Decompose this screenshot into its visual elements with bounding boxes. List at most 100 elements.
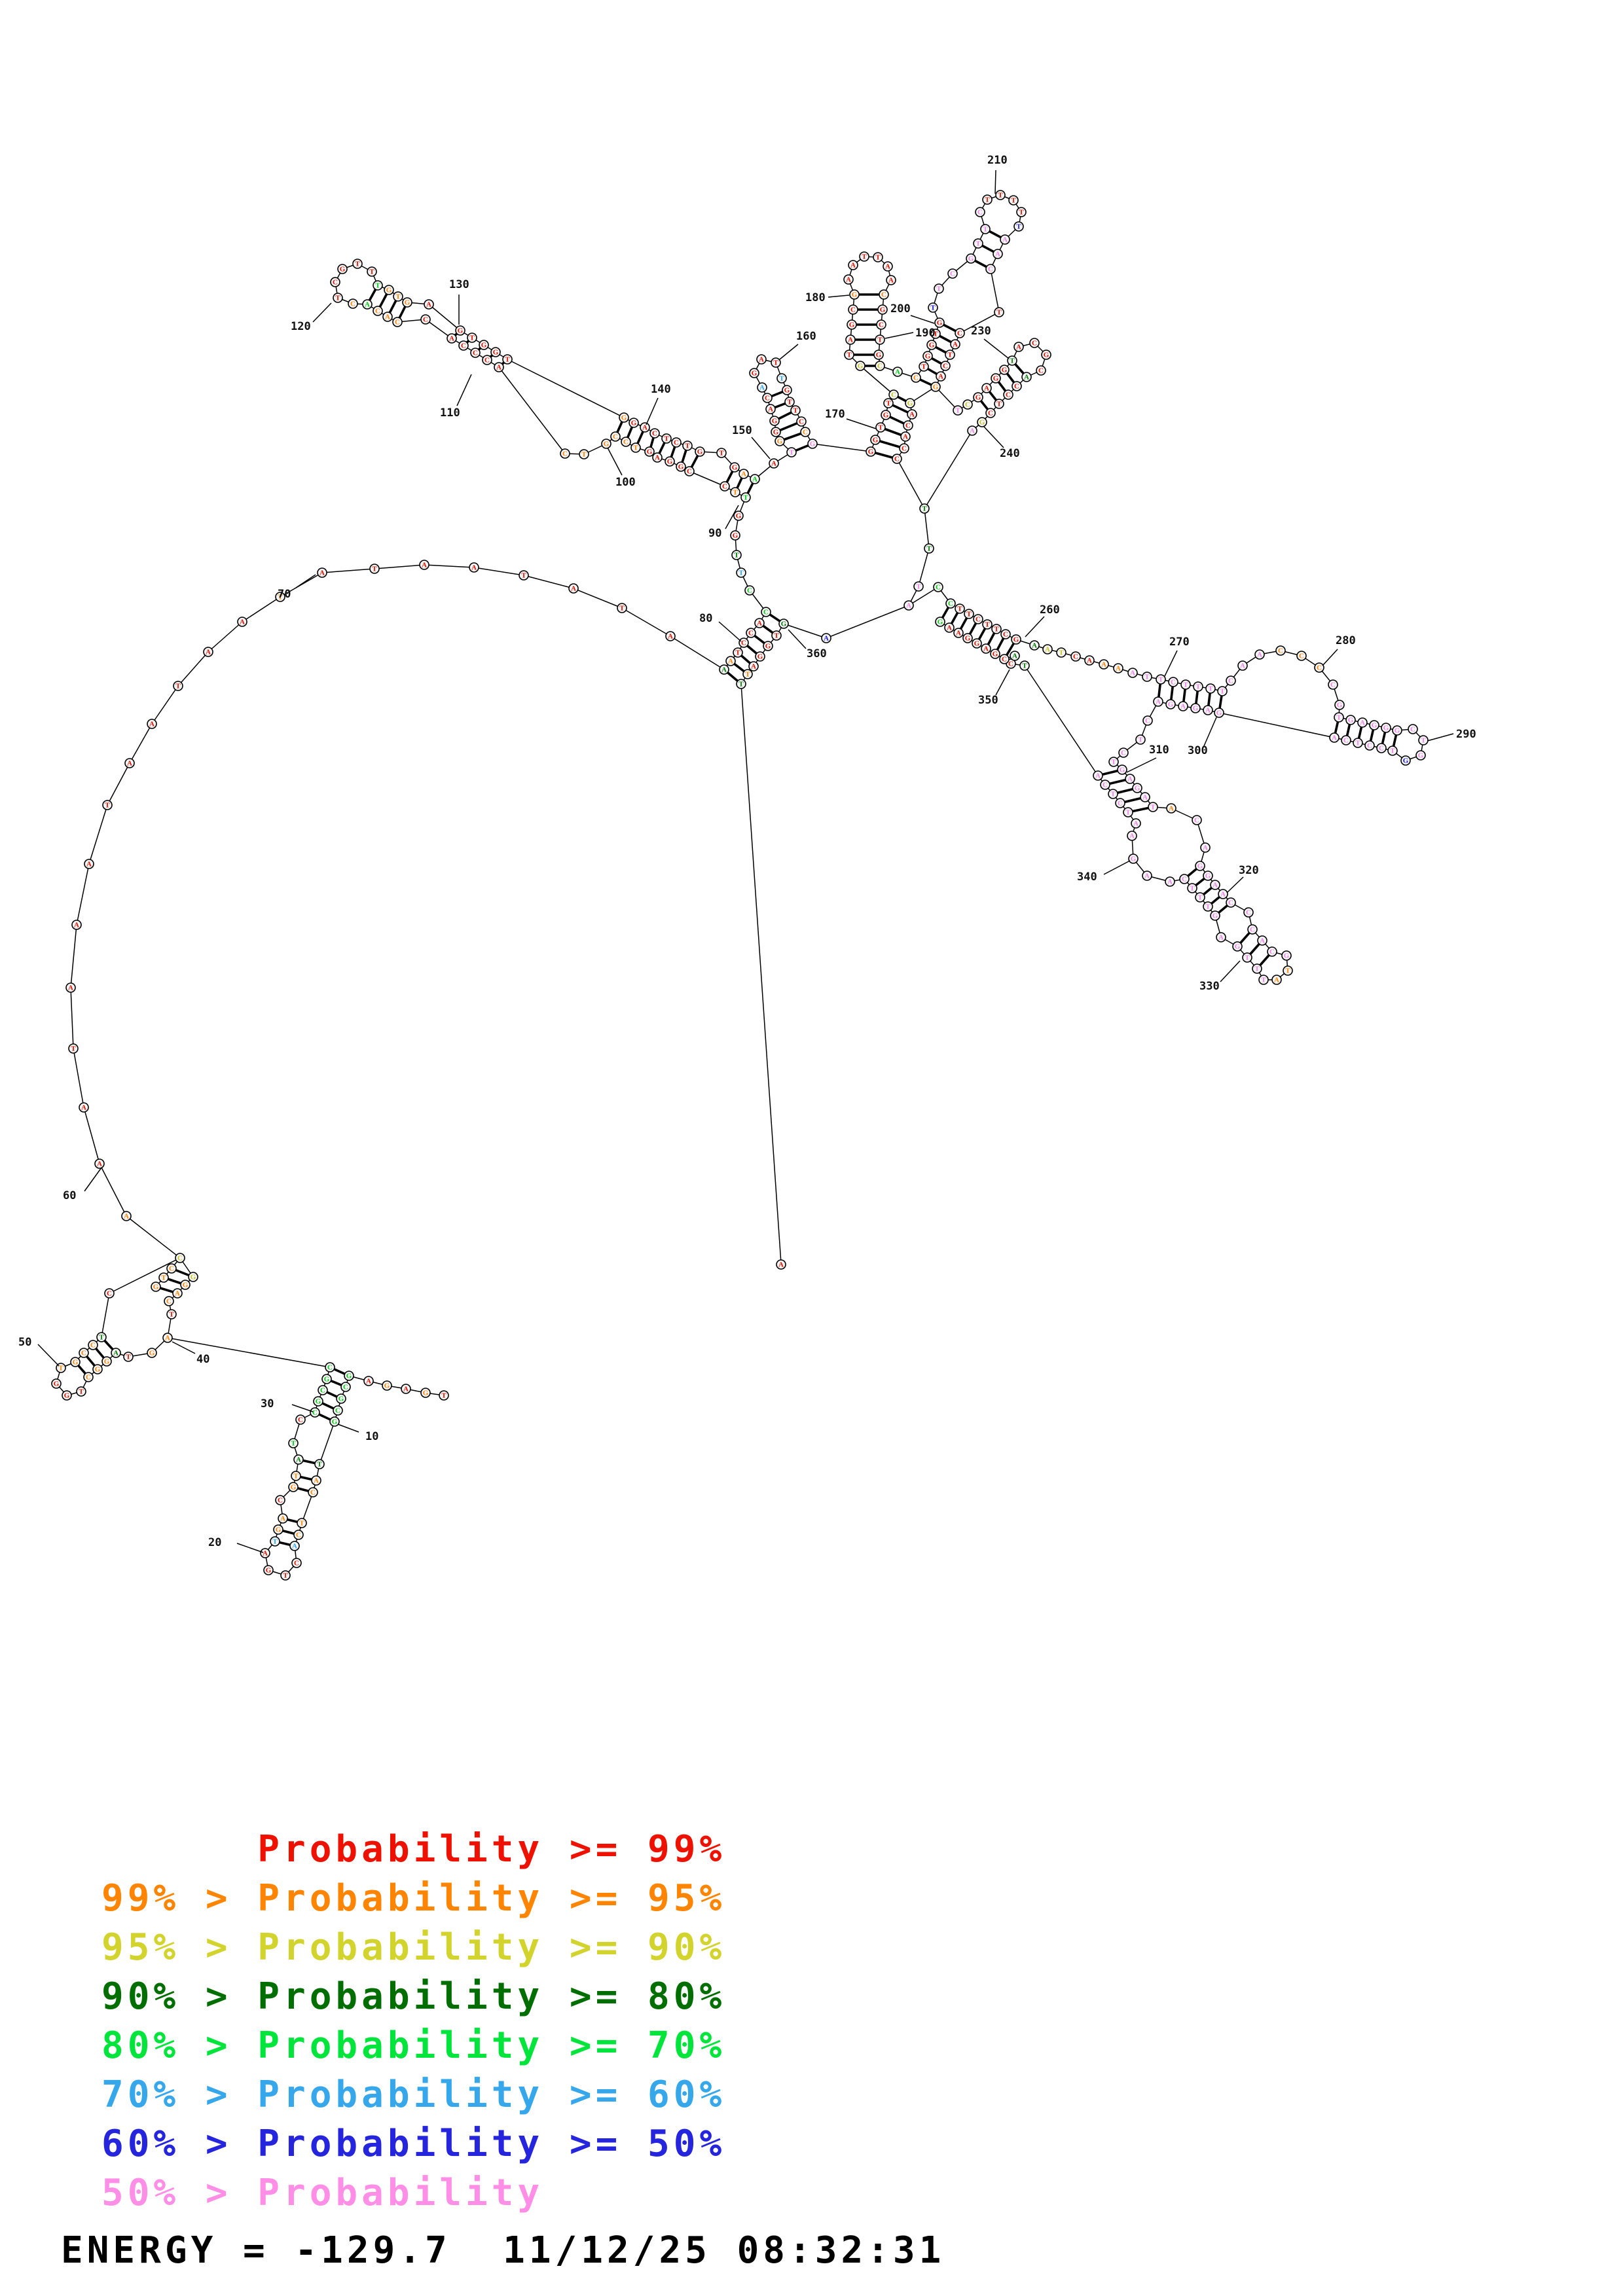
nucleotide-letter: T <box>875 254 881 262</box>
nucleotide-circle <box>621 437 631 447</box>
nucleotide-circle <box>903 600 914 611</box>
nucleotide-circle <box>919 503 930 514</box>
nucleotide-circle <box>568 583 579 594</box>
nucleotide-circle <box>883 398 894 408</box>
nucleotide-letter: T <box>581 451 587 459</box>
nucleotide-circle <box>755 651 765 662</box>
nucleotide-letter: G <box>852 291 858 299</box>
nucleotide-letter: C <box>81 1350 86 1357</box>
nucleotide-circle <box>1036 365 1046 376</box>
nucleotide-circle <box>945 598 956 609</box>
nucleotide-letter: G <box>810 440 816 448</box>
nucleotide-letter: T <box>926 545 932 553</box>
nucleotide-letter: T <box>441 1392 447 1400</box>
backbone-line <box>621 607 671 637</box>
nucleotide-letter: G <box>95 1366 101 1374</box>
position-label: 260 <box>1040 603 1060 617</box>
nucleotide-letter: T <box>664 435 669 443</box>
legend-item-p-lt50: 50% > Probability <box>101 2172 544 2214</box>
nucleotide-letter: T <box>1205 903 1211 911</box>
nucleotide-letter: T <box>745 671 750 679</box>
nucleotide-circle <box>1000 234 1010 245</box>
label-pointer-line <box>788 629 807 649</box>
nucleotide-circle <box>263 1565 274 1575</box>
nucleotide-circle <box>782 385 792 395</box>
nucleotide-circle <box>733 647 743 658</box>
nucleotide-circle <box>280 1570 291 1581</box>
nucleotide-circle <box>1296 651 1307 661</box>
nucleotide-letter: C <box>763 609 769 617</box>
nucleotide-letter: G <box>1284 952 1290 960</box>
nucleotide-circle <box>1329 732 1340 743</box>
nucleotide-letter: T <box>317 1461 322 1469</box>
nucleotide-letter: A <box>1156 698 1161 706</box>
nucleotide-letter: C <box>473 350 478 357</box>
position-label: 160 <box>796 330 816 343</box>
nucleotide-letter: T <box>291 1440 296 1448</box>
nucleotide-circle <box>1252 963 1262 974</box>
nucleotide-letter: T <box>175 683 181 691</box>
legend-item-p90-95: 95% > Probability >= 90% <box>101 1926 726 1969</box>
nucleotide-circle <box>899 443 909 454</box>
nucleotide-letter: T <box>921 363 926 371</box>
nucleotide-circle <box>275 592 285 602</box>
nucleotide-letter: A <box>571 585 576 593</box>
nucleotide-letter: C <box>1008 660 1013 668</box>
nucleotide-circle <box>1179 874 1190 884</box>
backbone-line <box>826 605 909 639</box>
nucleotide-circle <box>973 392 983 403</box>
nucleotide-letter: A <box>850 262 856 270</box>
nucleotide-circle <box>470 348 481 358</box>
nucleotide-letter: A <box>149 721 155 728</box>
nucleotide-letter: A <box>751 663 756 671</box>
nucleotide-letter: G <box>386 287 392 295</box>
nucleotide-letter: G <box>332 1418 338 1426</box>
nucleotide-circle <box>1283 965 1293 976</box>
nucleotide-circle <box>1011 634 1021 645</box>
nucleotide-circle <box>913 581 924 592</box>
position-label: 240 <box>1000 447 1020 460</box>
nucleotide-circle <box>188 1272 198 1282</box>
nucleotide-circle <box>458 340 469 351</box>
nucleotide-letter: C <box>1330 681 1336 689</box>
nucleotide-letter: G <box>647 448 653 456</box>
nucleotide-circle <box>762 393 773 403</box>
nucleotide-circle <box>1381 723 1391 733</box>
nucleotide-circle <box>311 1475 321 1486</box>
position-label: 110 <box>440 406 460 420</box>
nucleotide-letter: C <box>1073 653 1078 661</box>
position-label: 290 <box>1456 728 1476 741</box>
nucleotide-letter: A <box>314 1477 319 1485</box>
nucleotide-letter: C <box>1246 909 1251 917</box>
label-pointer-line <box>312 302 332 323</box>
nucleotide-letter: G <box>736 512 742 520</box>
nucleotide-circle <box>1003 389 1013 400</box>
nucleotide-circle <box>1128 853 1139 864</box>
nucleotide-letter: A <box>124 1213 129 1221</box>
nucleotide-circle <box>1392 725 1402 736</box>
position-label: 60 <box>63 1189 76 1202</box>
nucleotide-circle <box>744 585 755 596</box>
nucleotide-circle <box>479 340 489 350</box>
nucleotide-circle <box>876 319 886 330</box>
nucleotide-circle <box>786 447 797 457</box>
nucleotide-circle <box>439 1390 449 1401</box>
nucleotide-letter: T <box>922 505 927 513</box>
backbone-line <box>99 1163 127 1217</box>
nucleotide-circle <box>771 630 782 641</box>
nucleotide-letter: T <box>985 621 990 629</box>
nucleotide-circle <box>934 317 945 328</box>
nucleotide-letter: A <box>175 1290 180 1298</box>
nucleotide-circle <box>848 304 858 315</box>
nucleotide-circle <box>348 298 358 309</box>
nucleotide-circle <box>151 1282 161 1292</box>
nucleotide-circle <box>1142 870 1152 881</box>
nucleotide-circle <box>771 427 781 437</box>
nucleotide-circle <box>1275 645 1286 656</box>
nucleotide-letter: C <box>320 1387 325 1395</box>
backbone-line <box>959 312 1000 334</box>
nucleotide-circle <box>877 304 888 315</box>
nucleotide-circle <box>1203 705 1213 715</box>
nucleotide-circle <box>796 416 807 427</box>
backbone-line <box>126 1215 181 1259</box>
